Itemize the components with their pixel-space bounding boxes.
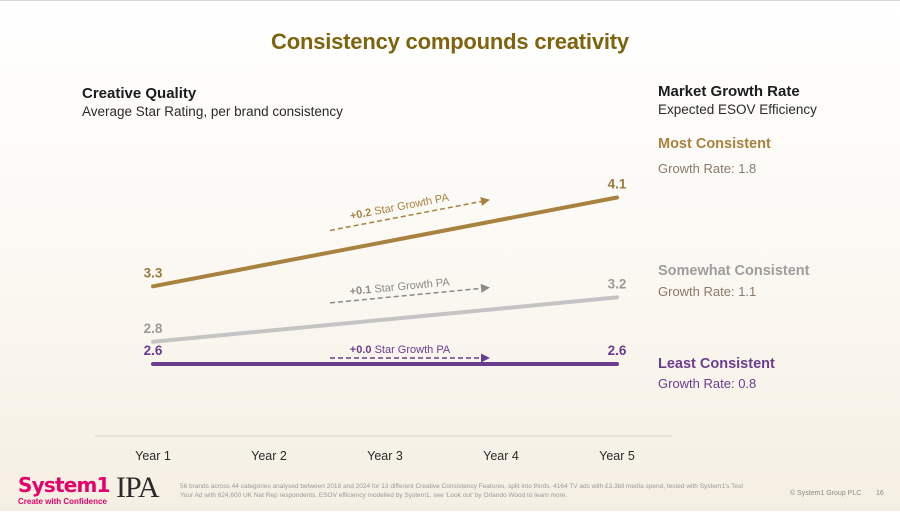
segment-least-name: Least Consistent bbox=[658, 356, 775, 372]
growth-label-least: +0.0 Star Growth PA bbox=[350, 344, 451, 356]
growth-label-most: +0.2 Star Growth PA bbox=[349, 192, 450, 223]
left-header-subtitle: Average Star Rating, per brand consisten… bbox=[82, 104, 343, 119]
segment-somewhat-name: Somewhat Consistent bbox=[658, 263, 810, 279]
growth-label-value: +0.2 bbox=[349, 206, 376, 222]
growth-arrow-head-least bbox=[481, 353, 490, 363]
left-header: Creative Quality Average Star Rating, pe… bbox=[82, 85, 343, 119]
page-number: 16 bbox=[876, 490, 884, 497]
methodology-note: 56 brands across 44 categories analysed … bbox=[180, 483, 744, 499]
growth-label-value: +0.0 bbox=[350, 344, 375, 356]
right-header-title: Market Growth Rate bbox=[658, 83, 800, 100]
x-tick-label: Year 3 bbox=[367, 449, 403, 463]
growth-label-text: Star Growth PA bbox=[373, 192, 450, 218]
right-header-subtitle: Expected ESOV Efficiency bbox=[658, 102, 817, 117]
end-value-label-somewhat: 3.2 bbox=[608, 276, 627, 291]
segment-least-rate: Growth Rate: 0.8 bbox=[658, 376, 757, 391]
x-tick-label: Year 1 bbox=[135, 449, 171, 463]
growth-label-value: +0.1 bbox=[349, 284, 375, 298]
segment-somewhat-rate: Growth Rate: 1.1 bbox=[658, 284, 757, 299]
x-tick-label: Year 4 bbox=[483, 449, 519, 463]
copyright: © System1 Group PLC bbox=[790, 490, 862, 497]
start-value-label-somewhat: 2.8 bbox=[144, 321, 163, 336]
growth-label-text: Star Growth PA bbox=[375, 344, 451, 356]
system1-logo: System1 bbox=[18, 473, 110, 497]
left-header-title: Creative Quality bbox=[82, 85, 197, 102]
start-value-label-least: 2.6 bbox=[144, 343, 163, 358]
slide-title: Consistency compounds creativity bbox=[271, 29, 629, 54]
x-tick-label: Year 2 bbox=[251, 449, 287, 463]
growth-arrow-head-most bbox=[480, 197, 490, 206]
growth-arrow-most bbox=[329, 200, 483, 232]
system1-tagline: Create with Confidence bbox=[18, 497, 107, 506]
end-value-label-least: 2.6 bbox=[608, 343, 627, 358]
segment-most-name: Most Consistent bbox=[658, 136, 771, 152]
ipa-logo: IPA bbox=[116, 471, 160, 504]
growth-label-somewhat: +0.1 Star Growth PA bbox=[349, 276, 451, 298]
series-line-most bbox=[151, 195, 619, 289]
growth-arrow-head-somewhat bbox=[480, 283, 490, 293]
segment-most-rate: Growth Rate: 1.8 bbox=[658, 161, 757, 176]
end-value-label-most: 4.1 bbox=[608, 177, 627, 192]
growth-arrow-somewhat bbox=[329, 287, 483, 304]
start-value-label-most: 3.3 bbox=[144, 265, 163, 280]
series-line-somewhat bbox=[151, 295, 619, 344]
growth-label-text: Star Growth PA bbox=[374, 276, 451, 295]
x-tick-label: Year 5 bbox=[599, 449, 635, 463]
right-header: Market Growth Rate Expected ESOV Efficie… bbox=[658, 83, 817, 117]
